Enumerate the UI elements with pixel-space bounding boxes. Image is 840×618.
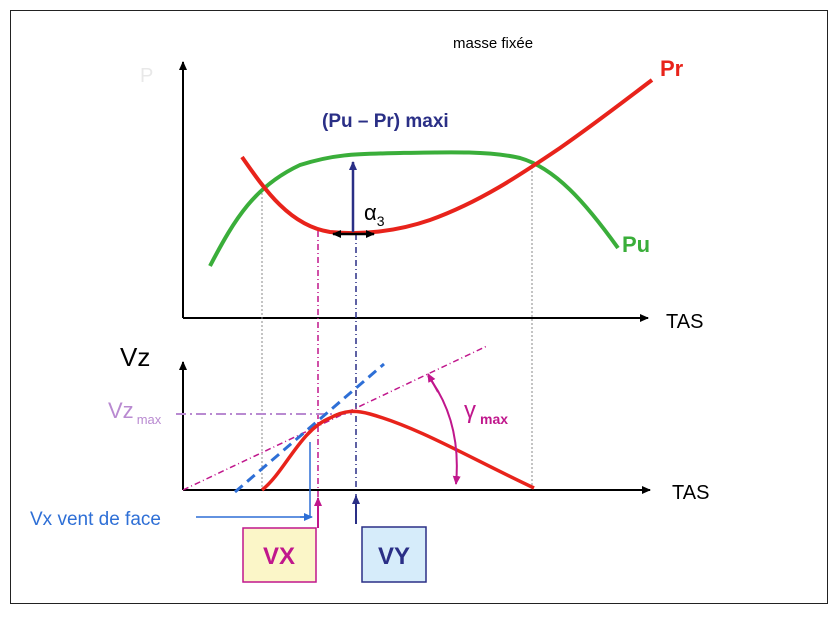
- pu-label: Pu: [622, 232, 650, 257]
- gamma-symbol: γ: [464, 397, 476, 424]
- bottom-y-label: Vz: [120, 342, 150, 372]
- gamma-max-label: γ max: [464, 397, 508, 427]
- vzmax-label: Vz max: [108, 398, 162, 427]
- gamma-max-arc: [427, 375, 461, 485]
- alpha-symbol: α: [364, 200, 377, 225]
- gamma-max-arc-start: [427, 373, 439, 393]
- vzmax-main: Vz: [108, 398, 134, 423]
- max-diff-label: (Pu – Pr) maxi: [322, 111, 449, 132]
- figure-frame: [10, 10, 828, 604]
- vy-box: [361, 526, 427, 583]
- alpha-subscript: 3: [377, 213, 385, 229]
- vzmax-subscript: max: [137, 412, 162, 427]
- top-x-label: TAS: [666, 311, 703, 333]
- top-y-label: P: [140, 65, 153, 87]
- vz-curve: [260, 409, 535, 492]
- alpha3-label: α3: [364, 200, 385, 229]
- pu-curve: [208, 150, 620, 267]
- vx-box-label: VX: [263, 543, 295, 570]
- gamma-subscript: max: [480, 411, 508, 427]
- top-note: masse fixée: [453, 35, 533, 52]
- vy-box-label: VY: [378, 543, 410, 570]
- headwind-tangent-line: [234, 362, 385, 494]
- pr-curve: [240, 78, 654, 236]
- gamma-tangent-line: [182, 345, 488, 491]
- vx-box: [242, 527, 317, 583]
- bottom-x-label: TAS: [672, 482, 709, 504]
- pr-label: Pr: [660, 56, 684, 81]
- headwind-label: Vx vent de face: [30, 509, 161, 530]
